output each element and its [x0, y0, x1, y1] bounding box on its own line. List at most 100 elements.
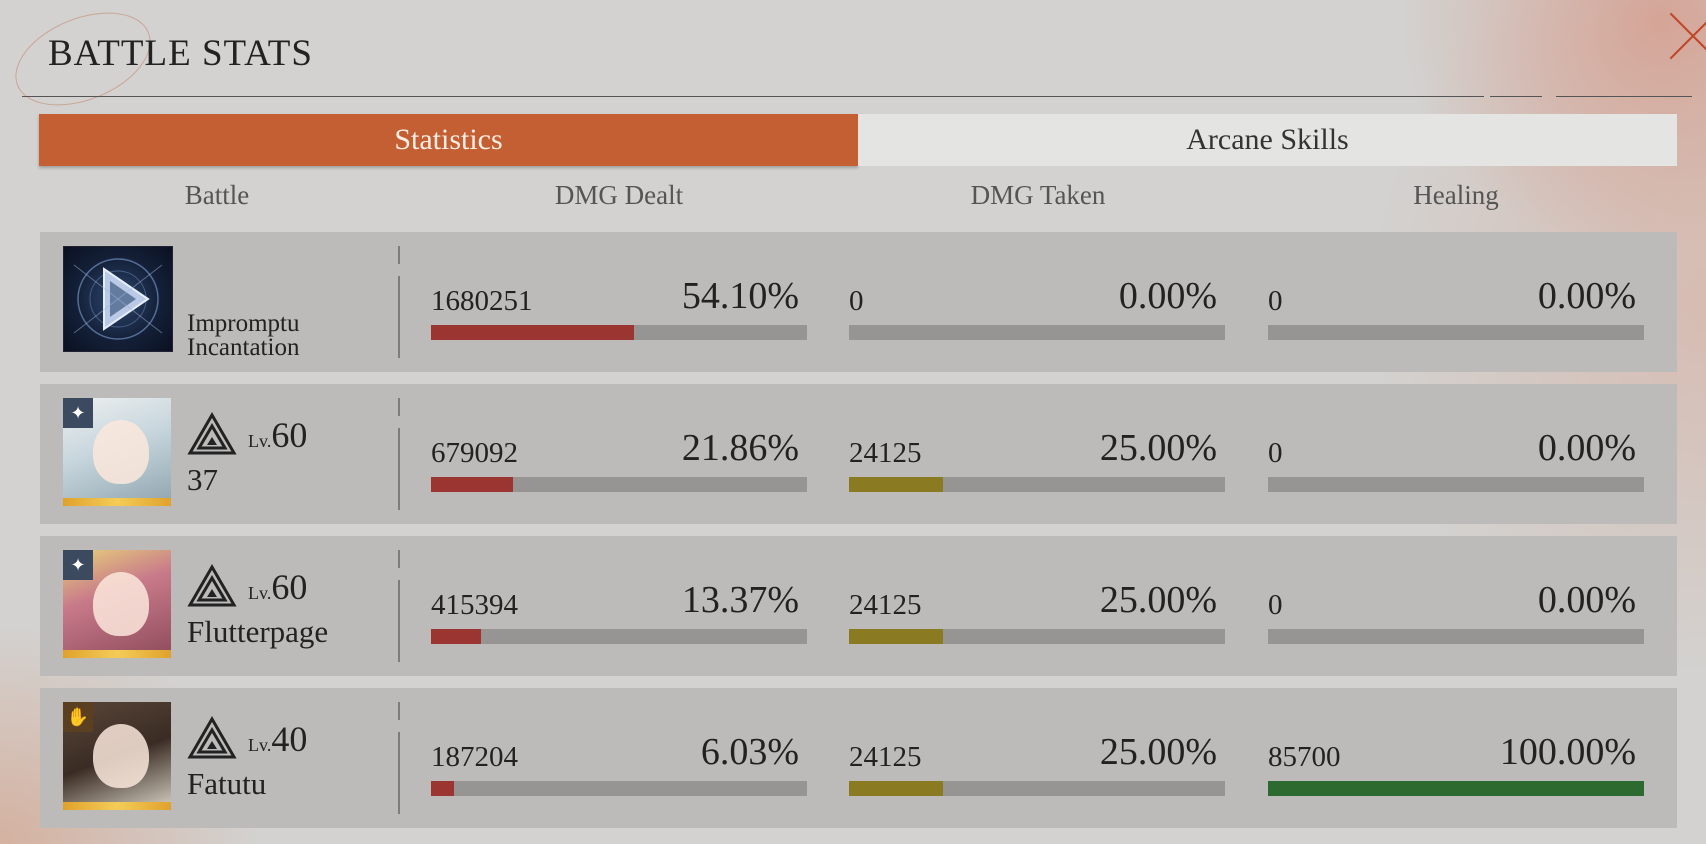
header-divider-segment: [1490, 96, 1542, 97]
dmg-dealt-cell: 1680251 54.10%: [431, 275, 807, 340]
row-divider: [398, 428, 400, 510]
dmg-dealt-bar-fill: [431, 629, 482, 644]
healing-bar: [1268, 477, 1644, 492]
row-divider: [398, 550, 400, 568]
dmg-dealt-cell: 679092 21.86%: [431, 427, 807, 492]
level-display: Lv.60: [248, 566, 307, 608]
level-prefix: Lv.: [248, 583, 272, 603]
character-face: [93, 572, 149, 636]
character-name: Fatutu: [187, 766, 267, 801]
header-divider: [22, 96, 1484, 97]
table-row: ✦ Lv.60 37 679092 21.86% 24125 25.00% 0 …: [40, 384, 1677, 524]
dmg-taken-value: 24125: [849, 741, 922, 773]
dmg-taken-cell: 0 0.00%: [849, 275, 1225, 340]
row-divider: [398, 398, 400, 416]
dmg-dealt-bar-fill: [431, 325, 635, 340]
rarity-bar: [63, 650, 171, 658]
star-badge-icon: ✦: [63, 398, 93, 428]
dmg-taken-bar: [849, 781, 1225, 796]
dmg-dealt-bar: [431, 325, 807, 340]
dmg-dealt-value: 1680251: [431, 285, 533, 317]
healing-bar: [1268, 629, 1644, 644]
healing-bar-fill: [1268, 781, 1644, 796]
healing-percent: 0.00%: [1537, 427, 1636, 469]
level-prefix: Lv.: [248, 431, 272, 451]
level-prefix: Lv.: [248, 735, 272, 755]
triple-triangle-class-icon: [187, 412, 237, 455]
dmg-dealt-percent: 13.37%: [681, 579, 799, 621]
column-header-dmg-taken: DMG Taken: [970, 180, 1106, 210]
character-portrait: ✦: [63, 550, 171, 658]
level-display: Lv.40: [248, 718, 307, 760]
dmg-taken-bar: [849, 477, 1225, 492]
dmg-taken-bar-fill: [849, 629, 943, 644]
character-face: [93, 724, 149, 788]
dmg-taken-cell: 24125 25.00%: [849, 579, 1225, 644]
triple-triangle-class-icon: [187, 564, 237, 607]
character-name: Flutterpage: [187, 614, 329, 649]
healing-value: 85700: [1268, 741, 1341, 773]
level-value: 40: [271, 719, 308, 759]
dmg-dealt-value: 187204: [431, 741, 518, 773]
column-header-battle: Battle: [184, 180, 250, 210]
row-divider: [398, 276, 400, 358]
dmg-dealt-bar: [431, 781, 807, 796]
rarity-bar: [63, 498, 171, 506]
healing-cell: 85700 100.00%: [1268, 731, 1644, 796]
page-title: BATTLE STATS: [48, 33, 313, 74]
dmg-dealt-bar-fill: [431, 781, 454, 796]
dmg-taken-value: 24125: [849, 437, 922, 469]
header-divider-segment: [1556, 96, 1692, 97]
healing-value: 0: [1268, 589, 1283, 621]
dmg-dealt-bar: [431, 477, 807, 492]
table-row: ✋ Lv.40 Fatutu 187204 6.03% 24125 25.00%…: [40, 688, 1677, 828]
row-divider: [398, 246, 400, 264]
healing-value: 0: [1268, 285, 1283, 317]
dmg-dealt-bar-fill: [431, 477, 514, 492]
healing-percent: 100.00%: [1499, 731, 1636, 773]
dmg-taken-bar-fill: [849, 477, 943, 492]
dmg-taken-value: 0: [849, 285, 864, 317]
level-value: 60: [271, 415, 308, 455]
table-row: Impromptu Incantation 1680251 54.10% 0 0…: [40, 232, 1677, 372]
hand-badge-icon: ✋: [63, 702, 93, 732]
healing-bar: [1268, 325, 1644, 340]
star-badge-icon: ✦: [63, 550, 93, 580]
dmg-dealt-value: 679092: [431, 437, 518, 469]
row-divider: [398, 580, 400, 662]
character-face: [93, 420, 149, 484]
dmg-dealt-percent: 54.10%: [681, 275, 799, 317]
dmg-taken-bar-fill: [849, 781, 943, 796]
dmg-dealt-cell: 415394 13.37%: [431, 579, 807, 644]
dmg-taken-bar: [849, 629, 1225, 644]
dmg-taken-value: 24125: [849, 589, 922, 621]
character-portrait: ✋: [63, 702, 171, 810]
dmg-taken-percent: 25.00%: [1099, 427, 1217, 469]
dmg-dealt-bar: [431, 629, 807, 644]
healing-percent: 0.00%: [1537, 275, 1636, 317]
tab-arcane-skills[interactable]: Arcane Skills: [858, 114, 1677, 166]
healing-cell: 0 0.00%: [1268, 427, 1644, 492]
tab-statistics[interactable]: Statistics: [39, 114, 858, 166]
battle-entry-name: Impromptu Incantation: [187, 310, 300, 361]
arcane-sigil-icon: [73, 258, 163, 340]
row-divider: [398, 702, 400, 720]
dmg-taken-percent: 0.00%: [1118, 275, 1217, 317]
row-divider: [398, 732, 400, 814]
healing-value: 0: [1268, 437, 1283, 469]
triple-triangle-class-icon: [187, 716, 237, 759]
table-row: ✦ Lv.60 Flutterpage 415394 13.37% 24125 …: [40, 536, 1677, 676]
column-header-healing: Healing: [1413, 180, 1499, 210]
column-header-dmg-dealt: DMG Dealt: [554, 180, 684, 210]
character-name: 37: [187, 462, 218, 497]
character-portrait: ✦: [63, 398, 171, 506]
healing-bar: [1268, 781, 1644, 796]
dmg-taken-cell: 24125 25.00%: [849, 427, 1225, 492]
dmg-dealt-percent: 21.86%: [681, 427, 799, 469]
dmg-taken-cell: 24125 25.00%: [849, 731, 1225, 796]
rarity-bar: [63, 802, 171, 810]
dmg-dealt-value: 415394: [431, 589, 518, 621]
dmg-dealt-percent: 6.03%: [700, 731, 799, 773]
close-button[interactable]: [1666, 4, 1706, 56]
healing-cell: 0 0.00%: [1268, 579, 1644, 644]
